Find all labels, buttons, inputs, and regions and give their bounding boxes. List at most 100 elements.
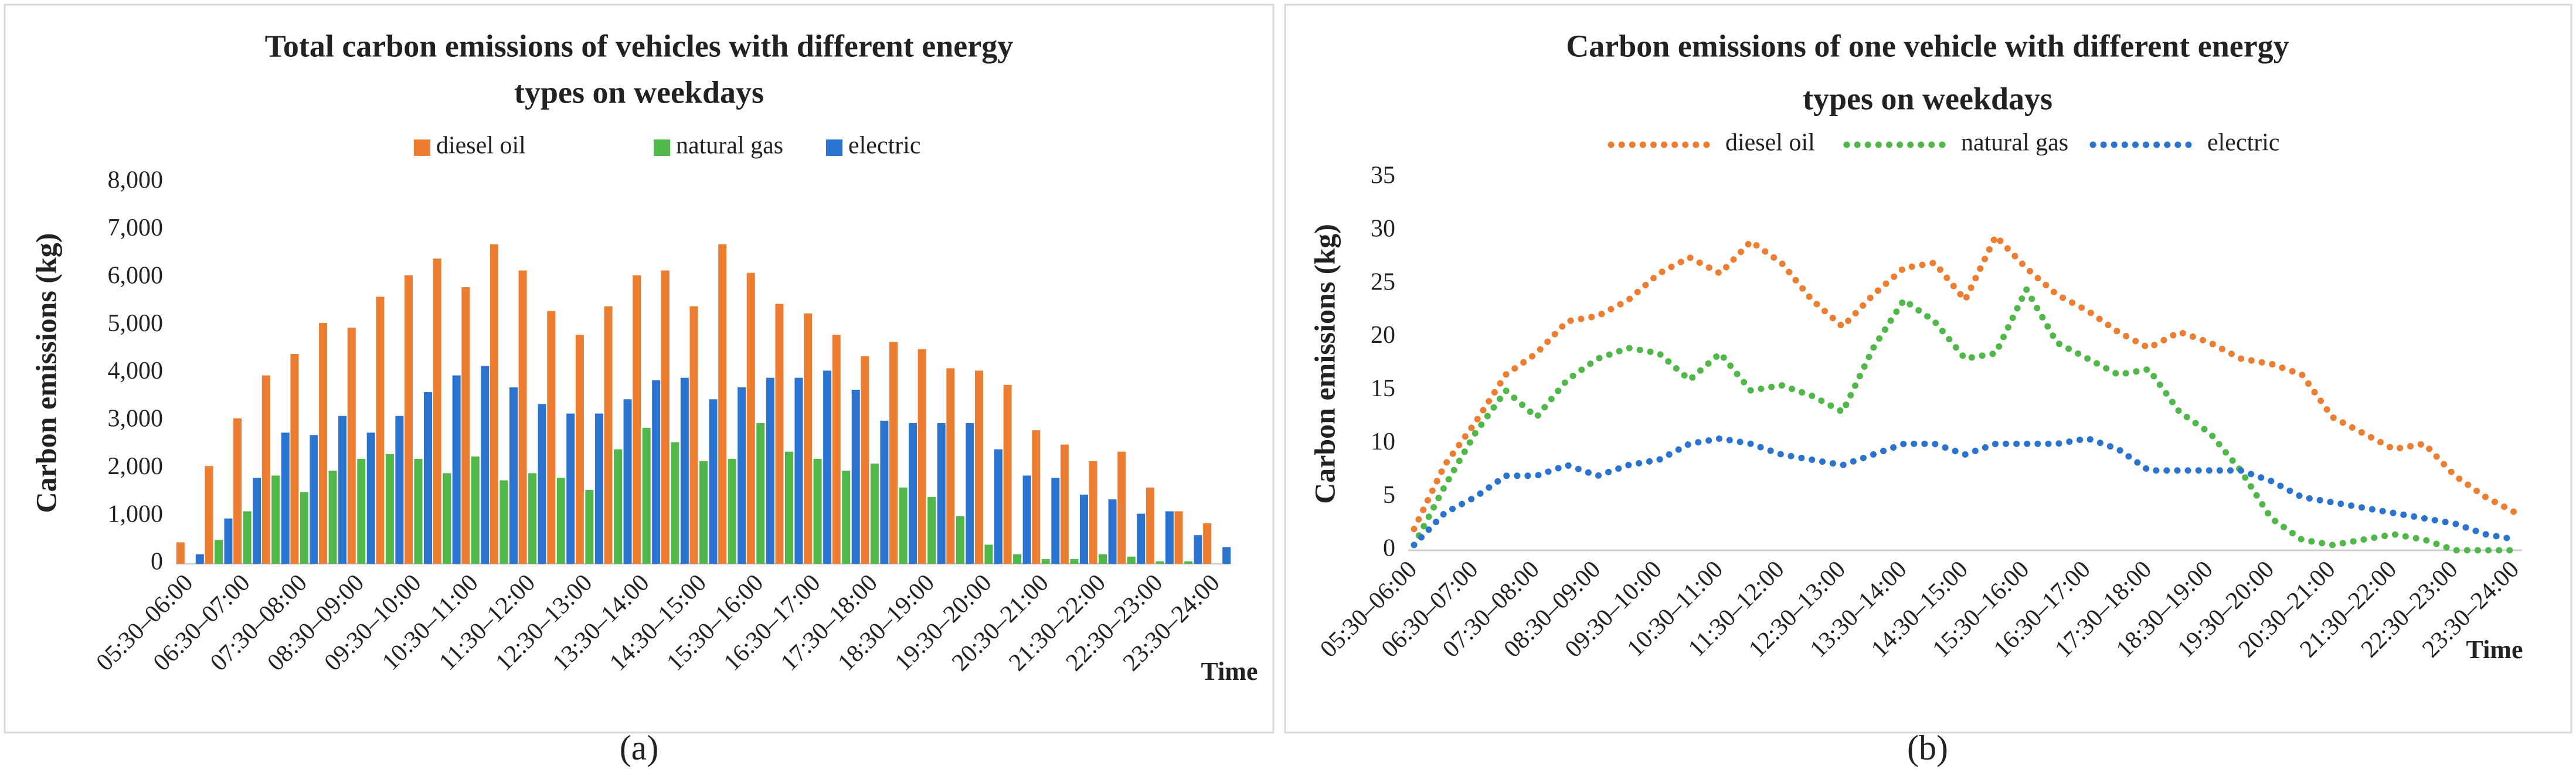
x-axis-label: Time: [2466, 635, 2523, 664]
panel-frame: [4, 4, 1275, 734]
bar: [310, 435, 318, 564]
bar: [481, 366, 490, 564]
chart-title: Carbon emissions of one vehicle with dif…: [1566, 28, 2289, 63]
bar: [300, 492, 308, 564]
bar: [271, 475, 280, 564]
bar: [405, 275, 413, 564]
bar: [832, 335, 841, 564]
bar: [366, 433, 375, 564]
bar: [1022, 475, 1031, 564]
legend-swatch: [654, 139, 670, 156]
bar: [518, 270, 527, 564]
bar: [433, 258, 441, 564]
legend-label: natural gas: [1961, 130, 2068, 156]
bar: [594, 413, 603, 564]
panel-label: (b): [1907, 728, 1948, 767]
bar: [214, 540, 223, 564]
bar: [1032, 430, 1041, 564]
bar: [718, 244, 727, 564]
bar: [1089, 461, 1097, 564]
bar: [699, 461, 708, 564]
y-axis-label: Carbon emissions (kg): [1308, 224, 1341, 504]
bar: [1099, 554, 1107, 564]
bar: [1127, 556, 1136, 564]
bar: [205, 466, 213, 564]
bar: [499, 480, 508, 564]
y-tick-label: 1,000: [108, 500, 164, 527]
bar: [452, 375, 461, 564]
bar: [1174, 511, 1183, 564]
bar: [1060, 444, 1069, 564]
bar: [357, 458, 366, 564]
bar: [917, 349, 926, 564]
bar: [870, 464, 879, 564]
bar: [281, 433, 290, 564]
bar: [689, 306, 698, 564]
bar: [528, 473, 537, 564]
y-tick-label: 3,000: [108, 406, 164, 433]
bar: [253, 478, 261, 564]
bar: [376, 297, 385, 564]
line-series: [1411, 435, 2520, 549]
bar: [575, 335, 584, 564]
legend-label: diesel oil: [1725, 130, 1815, 156]
bar: [813, 458, 822, 564]
bar: [652, 380, 661, 564]
bar: [823, 370, 832, 564]
bar: [290, 353, 299, 564]
legend-swatch: [826, 139, 842, 156]
bar: [842, 471, 851, 564]
bar: [1165, 511, 1174, 564]
x-axis-label: Time: [1201, 657, 1258, 686]
bar: [738, 387, 746, 564]
bar: [909, 423, 917, 564]
bar: [604, 306, 613, 564]
bar: [851, 389, 860, 564]
bar: [994, 449, 1002, 564]
bar: [966, 423, 974, 564]
bar: [937, 423, 946, 564]
y-tick-label: 30: [1371, 215, 1395, 242]
bar: [633, 275, 641, 564]
bar: [766, 377, 774, 564]
bar: [443, 473, 451, 564]
bar: [243, 511, 252, 564]
bar: [623, 399, 632, 564]
bar: [889, 342, 898, 564]
bar: [927, 497, 936, 564]
bar: [614, 449, 623, 564]
y-tick-label: 0: [151, 549, 163, 576]
bar: [1117, 451, 1126, 564]
bar: [680, 377, 689, 564]
bar: [1222, 547, 1231, 564]
panel-frame: [1284, 4, 2572, 734]
bar: [509, 387, 518, 564]
legend-label: electric: [2207, 130, 2280, 156]
bar: [1108, 499, 1117, 564]
y-tick-label: 25: [1371, 268, 1395, 295]
y-tick-label: 0: [1383, 535, 1395, 562]
bar: [538, 404, 546, 564]
bar: [804, 313, 813, 564]
bar: [946, 368, 955, 564]
chart-title: types on weekdays: [514, 74, 764, 110]
y-tick-label: 35: [1371, 162, 1395, 189]
bar: [756, 423, 765, 564]
bar: [709, 399, 718, 564]
bar: [395, 416, 404, 564]
line-series: [1411, 286, 2520, 554]
chart-title: types on weekdays: [1803, 81, 2052, 116]
bar: [1137, 513, 1146, 564]
bar: [224, 518, 233, 564]
y-tick-label: 15: [1371, 375, 1395, 402]
bar: [1013, 554, 1022, 564]
bar: [671, 442, 679, 564]
y-tick-label: 5,000: [108, 310, 164, 337]
bar: [1194, 535, 1202, 564]
legend-label: electric: [848, 132, 921, 159]
bar: [490, 244, 498, 564]
bar: [1079, 495, 1088, 564]
chart-title: Total carbon emissions of vehicles with …: [265, 28, 1013, 63]
y-axis-label: Carbon emissions (kg): [29, 233, 62, 513]
line-series: [1411, 233, 2520, 533]
